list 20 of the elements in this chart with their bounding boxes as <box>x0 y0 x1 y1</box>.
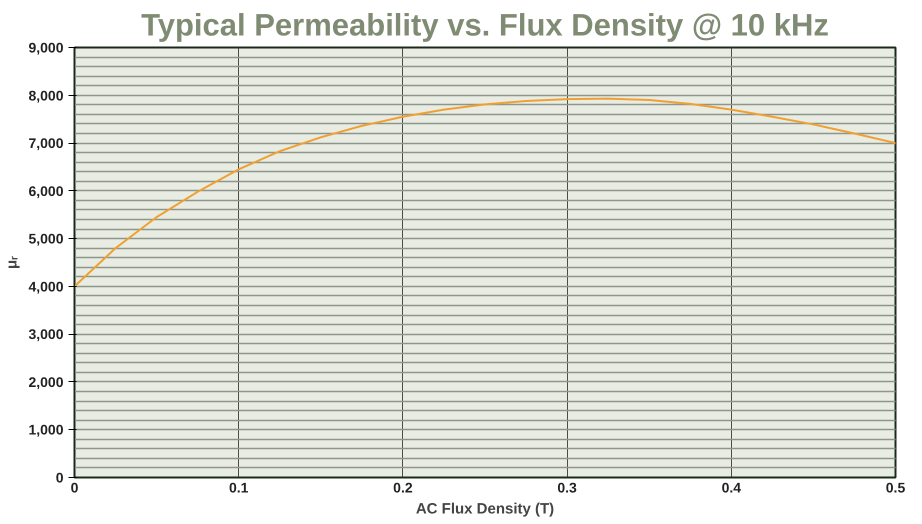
y-tick-label: 7,000 <box>28 135 64 152</box>
x-tick-label: 0.4 <box>722 480 742 496</box>
chart-title: Typical Permeability vs. Flux Density @ 10 kHz <box>141 8 829 42</box>
x-tick-label: 0 <box>70 480 79 496</box>
y-tick-label: 6,000 <box>28 182 64 199</box>
y-tick-label: 1,000 <box>28 422 64 438</box>
y-tick-label: 5,000 <box>28 230 64 247</box>
y-tick-label: 3,000 <box>28 326 64 342</box>
x-tick-label: 0.1 <box>228 480 249 496</box>
x-tick-label: 0.3 <box>557 480 578 496</box>
x-tick-label: 0.5 <box>886 480 906 496</box>
y-tick-label: 9,000 <box>28 40 64 56</box>
y-axis-title: μᵣ <box>3 256 20 269</box>
y-tick-label: 0 <box>56 470 64 486</box>
y-tick-label: 4,000 <box>28 278 64 294</box>
y-tick-label: 2,000 <box>28 374 64 390</box>
x-axis-title: AC Flux Density (T) <box>416 500 554 518</box>
y-tick-label: 8,000 <box>28 87 64 104</box>
line-series <box>74 98 896 288</box>
x-tick-label: 0.2 <box>393 480 413 496</box>
